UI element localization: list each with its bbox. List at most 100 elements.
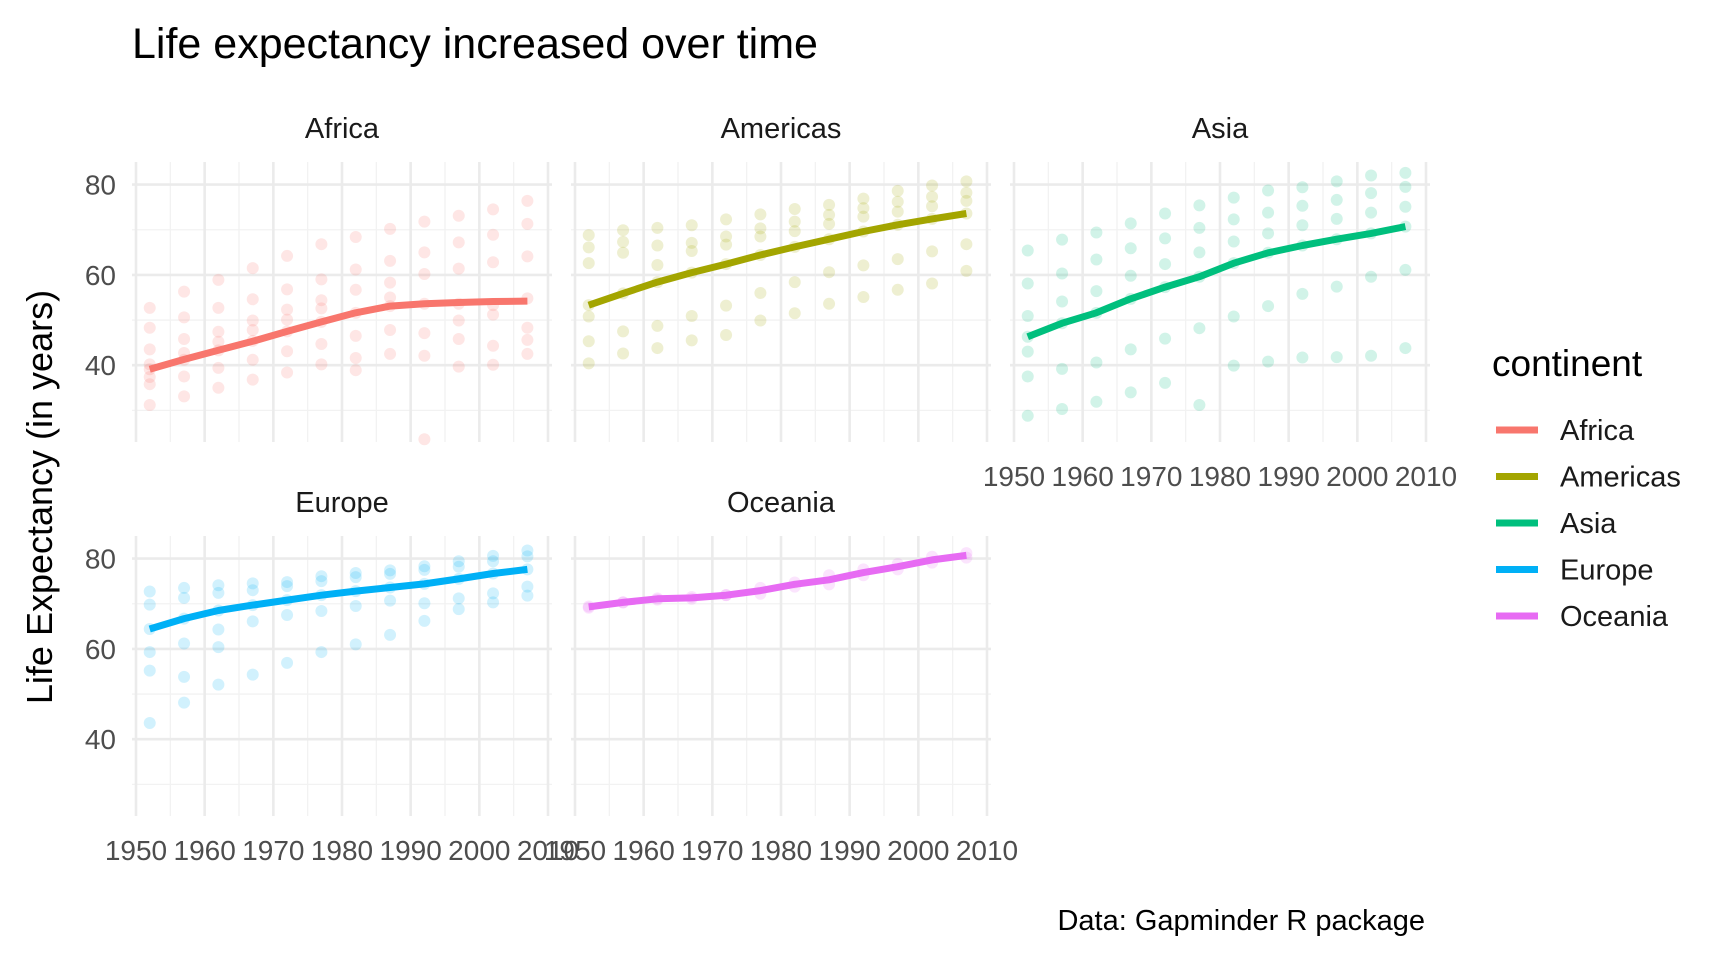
data-point-asia [1262, 300, 1275, 313]
trend-line-europe [148, 565, 528, 633]
data-point-americas [754, 208, 767, 221]
data-point-africa [384, 347, 397, 360]
data-point-africa [487, 308, 500, 321]
data-point-americas [685, 219, 698, 232]
data-point-asia [1296, 351, 1309, 364]
data-point-africa [281, 313, 294, 326]
trend-line-asia [1026, 223, 1407, 341]
chart-caption: Data: Gapminder R package [1057, 905, 1425, 937]
data-point-europe [452, 592, 465, 605]
data-point-europe [143, 585, 156, 598]
data-point-americas [823, 217, 836, 230]
data-point-europe [349, 571, 362, 584]
data-point-africa [212, 325, 225, 338]
data-point-americas [754, 222, 767, 235]
data-point-africa [487, 256, 500, 269]
x-tick-label: 2010 [1395, 461, 1457, 492]
data-point-europe [384, 564, 397, 577]
data-point-asia [1296, 219, 1309, 232]
data-point-asia [1159, 207, 1172, 220]
y-tick-label: 60 [85, 634, 116, 665]
data-point-africa [418, 433, 431, 446]
data-point-africa [384, 324, 397, 336]
data-point-europe [246, 668, 259, 681]
chart-title: Life expectancy increased over time [132, 20, 818, 68]
data-point-europe [418, 614, 431, 627]
data-point-africa [178, 285, 191, 298]
y-tick-label: 80 [85, 544, 116, 575]
data-point-europe [315, 570, 328, 583]
x-tick-label: 2010 [517, 835, 579, 866]
data-point-africa [281, 283, 294, 296]
data-point-asia [1365, 187, 1378, 200]
data-point-americas [582, 229, 595, 242]
y-axis-label: Life Expectancy (in years) [19, 290, 60, 704]
data-point-africa [143, 321, 156, 334]
data-point-africa [452, 236, 465, 249]
data-point-americas [754, 230, 767, 243]
x-tick-label: 2010 [956, 835, 1018, 866]
data-point-americas [582, 310, 595, 323]
facet-europe: Europe 40 60 80 1950 1960 1970 1980 1990 2000 2010 [85, 487, 579, 866]
facet-strip-label: Oceania [727, 487, 836, 519]
data-point-asia [1330, 212, 1343, 225]
data-point-americas [617, 224, 630, 237]
data-point-africa [487, 203, 500, 216]
data-point-africa [349, 329, 362, 342]
x-tick-label: 1970 [242, 835, 304, 866]
data-point-asia [1262, 227, 1275, 240]
data-point-europe [315, 646, 328, 659]
data-point-africa [315, 338, 328, 350]
data-point-asia [1262, 184, 1275, 197]
data-point-africa [178, 311, 191, 324]
x-tick-label: 1980 [750, 835, 812, 866]
data-point-asia [1365, 169, 1378, 182]
data-point-asia [1021, 277, 1034, 290]
x-tick-label: 1960 [613, 835, 675, 866]
facet-americas: Americas [571, 113, 991, 442]
data-point-europe [384, 628, 397, 641]
data-point-asia [1330, 175, 1343, 188]
data-point-americas [891, 205, 904, 218]
data-point-americas [891, 184, 904, 197]
data-point-americas [857, 202, 870, 215]
data-point-americas [960, 175, 973, 188]
data-point-europe [281, 576, 294, 589]
data-point-americas [754, 314, 767, 327]
data-point-europe [281, 580, 294, 593]
data-point-africa [246, 373, 259, 386]
data-point-asia [1365, 270, 1378, 283]
data-point-americas [651, 258, 664, 271]
x-tick-label: 2000 [448, 835, 510, 866]
data-point-europe [315, 604, 328, 617]
data-point-africa [418, 268, 431, 280]
data-point-americas [720, 213, 733, 226]
data-point-europe [452, 555, 465, 568]
data-point-asia [1193, 322, 1206, 335]
data-point-europe [487, 549, 500, 562]
x-tick-label: 2000 [1326, 461, 1388, 492]
data-point-africa [281, 303, 294, 316]
data-point-asia [1262, 355, 1275, 368]
x-tick-label: 1960 [174, 835, 236, 866]
data-point-africa [418, 215, 431, 228]
facet-asia: Asia 1950 1960 1970 1980 1990 2000 2010 [983, 113, 1457, 492]
data-point-europe [418, 560, 431, 573]
y-tick-label: 40 [85, 350, 116, 381]
data-point-asia [1399, 180, 1412, 193]
data-point-africa [349, 263, 362, 276]
data-point-asia [1193, 199, 1206, 212]
data-point-africa [521, 217, 534, 230]
data-point-americas [651, 239, 664, 252]
data-point-europe [246, 577, 259, 590]
data-point-americas [685, 334, 698, 347]
data-point-asia [1296, 287, 1309, 300]
data-point-asia [1262, 206, 1275, 219]
data-point-europe [487, 596, 500, 609]
legend-item-americas: Americas [1496, 462, 1681, 494]
data-point-americas [891, 253, 904, 266]
data-point-europe [178, 637, 191, 650]
data-point-africa [452, 314, 465, 327]
data-point-africa [143, 370, 156, 383]
